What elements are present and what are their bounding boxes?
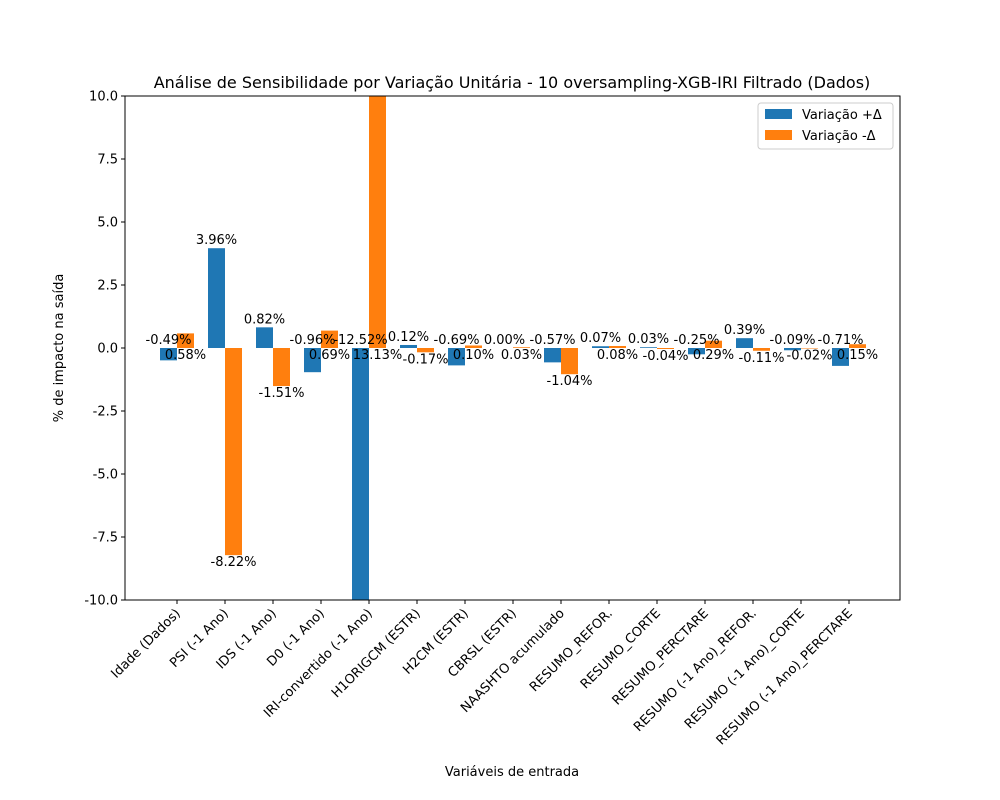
bar xyxy=(225,348,242,556)
value-label: 0.82% xyxy=(244,312,285,327)
x-tick-label: RESUMO_CORTE xyxy=(578,606,664,692)
bar xyxy=(448,348,465,366)
plot-area xyxy=(160,96,866,600)
bar xyxy=(561,348,578,375)
value-label: -12.52% xyxy=(333,333,387,348)
bar xyxy=(753,348,770,351)
bar xyxy=(609,345,626,348)
value-label: -0.09% xyxy=(770,333,816,348)
value-label: 0.29% xyxy=(693,348,734,363)
value-label: -0.04% xyxy=(643,349,689,364)
bar xyxy=(177,333,194,348)
legend-swatch xyxy=(765,130,792,140)
bar xyxy=(513,347,530,348)
legend-swatch xyxy=(765,109,792,119)
bar xyxy=(352,348,369,600)
value-label: 0.03% xyxy=(628,332,669,347)
value-label: -0.49% xyxy=(146,333,192,348)
value-label: 0.00% xyxy=(484,333,525,348)
bar xyxy=(657,348,674,350)
y-tick-label: 10.0 xyxy=(89,90,118,105)
legend-label: Variação +Δ xyxy=(802,108,882,123)
value-label: 0.07% xyxy=(580,331,621,346)
y-tick-label: 5.0 xyxy=(97,216,118,231)
value-label: -0.71% xyxy=(818,333,864,348)
value-label: 0.69% xyxy=(309,348,350,363)
x-tick-label: RESUMO_REFOR. xyxy=(527,606,616,695)
value-label: -0.17% xyxy=(403,352,449,367)
value-label: 13.13% xyxy=(353,348,403,363)
value-label: -0.02% xyxy=(787,349,833,364)
bar xyxy=(849,344,866,348)
bar xyxy=(592,346,609,348)
value-label: 0.08% xyxy=(597,348,638,363)
value-label: -0.11% xyxy=(739,351,785,366)
value-label: 0.39% xyxy=(724,323,765,338)
value-label: 0.03% xyxy=(501,348,542,363)
value-label: -0.25% xyxy=(674,333,720,348)
bar xyxy=(400,344,417,348)
bar xyxy=(640,347,657,348)
bar xyxy=(688,348,705,355)
y-tick-label: 0.0 xyxy=(97,342,118,357)
value-label: -1.04% xyxy=(547,374,593,389)
value-label: 0.10% xyxy=(453,348,494,363)
bar xyxy=(321,330,338,348)
value-label: -0.57% xyxy=(530,333,576,348)
y-tick-label: 2.5 xyxy=(97,279,118,294)
value-label: -0.69% xyxy=(434,333,480,348)
chart-title: Análise de Sensibilidade por Variação Un… xyxy=(154,73,871,92)
x-tick-label: RESUMO_PERCTARE xyxy=(610,606,712,708)
x-tick-label: Idade (Dados) xyxy=(108,606,183,681)
bar xyxy=(208,248,225,348)
x-axis-label: Variáveis de entrada xyxy=(445,765,579,780)
legend-label: Variação -Δ xyxy=(802,129,876,144)
bar xyxy=(832,348,849,366)
value-label: 0.58% xyxy=(165,348,206,363)
bar xyxy=(544,348,561,363)
bar xyxy=(160,348,177,361)
value-label: 0.15% xyxy=(837,348,878,363)
bar xyxy=(736,338,753,348)
value-label: -8.22% xyxy=(211,555,257,570)
bar xyxy=(273,348,290,387)
y-tick-label: -2.5 xyxy=(93,405,118,420)
y-tick-label: -10.0 xyxy=(84,594,118,609)
y-tick-label: 7.5 xyxy=(97,153,118,168)
y-tick-label: -7.5 xyxy=(93,531,118,546)
bar xyxy=(417,348,434,353)
value-label: 3.96% xyxy=(196,233,237,248)
bar xyxy=(784,348,801,351)
y-axis-label: % de impacto na saída xyxy=(52,274,67,423)
value-label: 0.12% xyxy=(388,330,429,345)
value-label: -0.96% xyxy=(290,333,336,348)
bar xyxy=(369,96,386,349)
bar xyxy=(465,345,482,348)
bar xyxy=(705,340,722,348)
bar xyxy=(801,348,818,349)
x-tick-label: H1ORIGCM (ESTR) xyxy=(329,606,424,701)
bar xyxy=(304,348,321,373)
y-tick-label: -5.0 xyxy=(93,468,118,483)
value-label: -1.51% xyxy=(259,386,305,401)
bar xyxy=(256,327,273,348)
